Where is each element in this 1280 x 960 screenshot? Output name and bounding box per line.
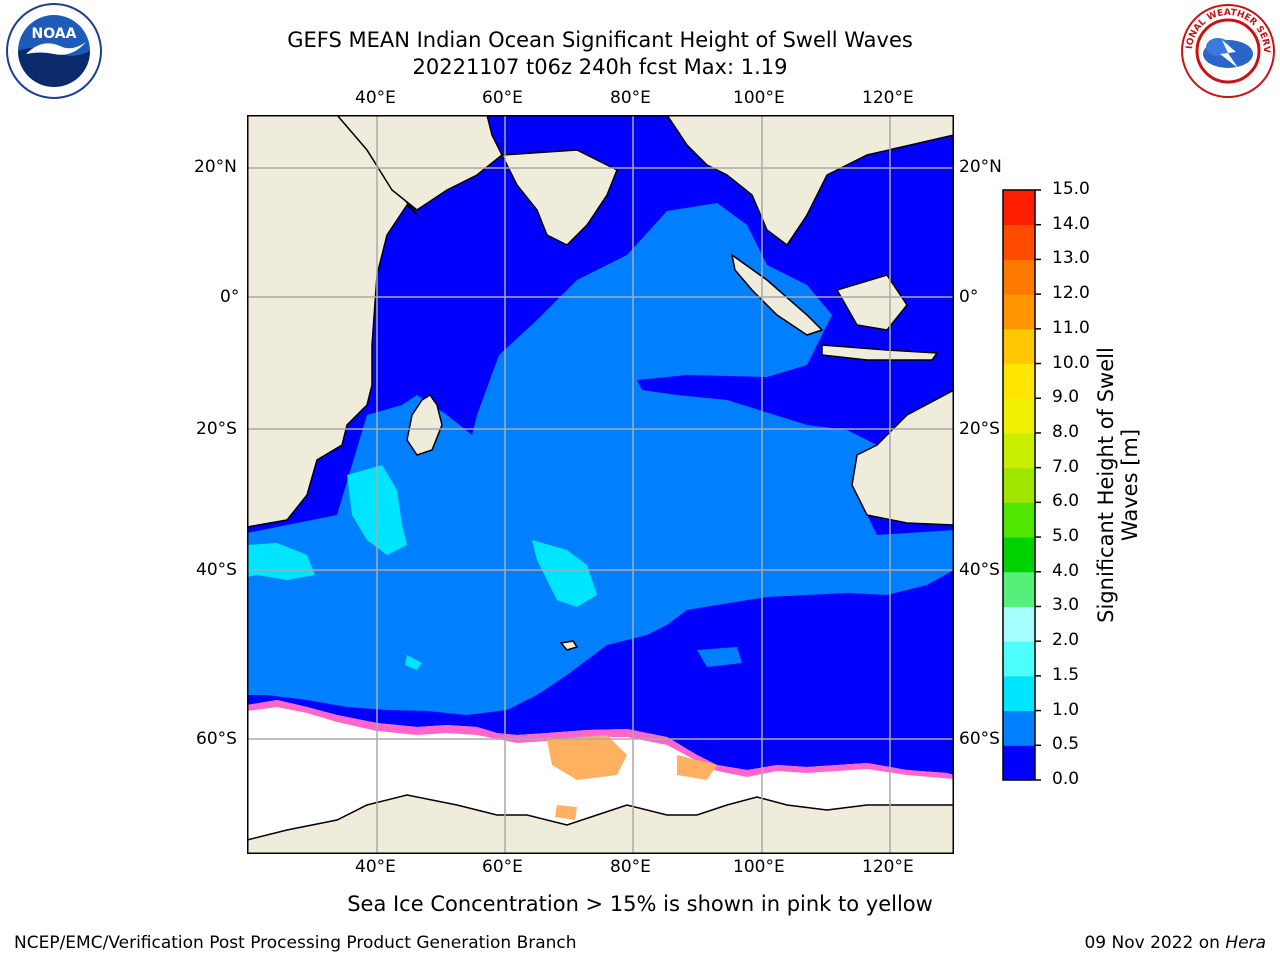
colorbar-band-6 bbox=[1003, 537, 1035, 573]
lon-label-top-40e: 40°E bbox=[355, 88, 396, 108]
lat-label-left-40s: 40°S bbox=[196, 560, 237, 580]
colorbar-tick-label: 8.0 bbox=[1052, 421, 1080, 442]
colorbar-tick-label: 9.0 bbox=[1052, 387, 1080, 408]
colorbar-tick-label: 4.0 bbox=[1052, 560, 1080, 581]
colorbar-tick-label: 1.5 bbox=[1052, 664, 1080, 685]
lat-label-left-60s: 60°S bbox=[196, 729, 237, 749]
colorbar-band-14 bbox=[1003, 259, 1035, 295]
colorbar-band-0 bbox=[1003, 745, 1035, 781]
colorbar-tick-label: 3.0 bbox=[1052, 595, 1080, 616]
nws-logo: NATIONAL WEATHER SERVICE bbox=[1178, 2, 1275, 98]
sea-ice-edge bbox=[247, 700, 954, 779]
sea-ice-thick-patches bbox=[547, 735, 717, 820]
colorbar-band-12 bbox=[1003, 328, 1035, 365]
colorbar-band-1 bbox=[1003, 710, 1035, 746]
lat-label-left-20s: 20°S bbox=[196, 419, 237, 439]
colorbar-band-4 bbox=[1003, 606, 1035, 642]
colorbar-tick-label: 14.0 bbox=[1052, 213, 1090, 234]
colorbar-band-15 bbox=[1003, 224, 1035, 260]
colorbar-tick-label: 15.0 bbox=[1052, 179, 1090, 199]
colorbar-tick-label: 2.0 bbox=[1052, 630, 1080, 651]
lon-label-top-80e: 80°E bbox=[610, 88, 651, 108]
sea-ice-note: Sea Ice Concentration > 15% is shown in … bbox=[347, 892, 933, 916]
colorbar-band-11 bbox=[1003, 363, 1035, 399]
chart-title: GEFS MEAN Indian Ocean Significant Heigh… bbox=[287, 28, 913, 52]
colorbar-tick-label: 1.0 bbox=[1052, 699, 1080, 720]
colorbar-band-5 bbox=[1003, 571, 1035, 607]
colorbar-tick-label: 10.0 bbox=[1052, 352, 1090, 373]
lon-label-top-100e: 100°E bbox=[733, 88, 785, 108]
colorbar-tick-label: 11.0 bbox=[1052, 317, 1090, 338]
chart-subtitle: 20221107 t06z 240h fcst Max: 1.19 bbox=[412, 55, 788, 79]
noaa-logo: NOAA bbox=[6, 3, 102, 99]
colorbar-band-2 bbox=[1003, 675, 1035, 712]
swell-0.5-1.0-region bbox=[247, 203, 954, 715]
lat-label-left-0: 0° bbox=[220, 287, 240, 307]
lon-label-bottom-80e: 80°E bbox=[610, 857, 651, 877]
lon-label-top-120e: 120°E bbox=[862, 88, 914, 108]
map-frame bbox=[247, 115, 954, 854]
colorbar-tick-label: 6.0 bbox=[1052, 491, 1080, 512]
colorbar-band-9 bbox=[1003, 432, 1035, 469]
lat-label-left-20n: 20°N bbox=[194, 157, 237, 177]
colorbar-label: Significant Height of Swell Waves [m] bbox=[1094, 347, 1142, 623]
footer-host: Hera bbox=[1225, 933, 1266, 953]
colorbar-tick-label: 5.0 bbox=[1052, 526, 1080, 547]
lon-label-top-60e: 60°E bbox=[482, 88, 523, 108]
lon-label-bottom-100e: 100°E bbox=[733, 857, 785, 877]
colorbar-tick-label: 13.0 bbox=[1052, 248, 1090, 269]
noaa-logo-text: NOAA bbox=[32, 26, 77, 42]
lon-label-bottom-40e: 40°E bbox=[355, 857, 396, 877]
land-masses bbox=[247, 115, 954, 854]
footer-date-text: 09 Nov 2022 on bbox=[1084, 933, 1226, 953]
colorbar-tick-label: 0.5 bbox=[1052, 734, 1080, 755]
colorbar-frame bbox=[1002, 189, 1036, 781]
colorbar bbox=[1002, 189, 1041, 781]
gridlines bbox=[247, 115, 954, 854]
lat-label-right-20n: 20°N bbox=[959, 157, 1002, 177]
colorbar-band-16 bbox=[1003, 190, 1035, 226]
colorbar-band-13 bbox=[1003, 294, 1035, 330]
map bbox=[247, 115, 954, 854]
colorbar-tick-label: 0.0 bbox=[1052, 769, 1080, 789]
colorbar-band-7 bbox=[1003, 502, 1035, 538]
lat-label-right-60s: 60°S bbox=[959, 729, 1000, 749]
lon-label-bottom-120e: 120°E bbox=[862, 857, 914, 877]
lat-label-right-0: 0° bbox=[959, 287, 979, 307]
footer-credit: NCEP/EMC/Verification Post Processing Pr… bbox=[14, 933, 577, 953]
colorbar-band-8 bbox=[1003, 467, 1035, 503]
footer-date: 09 Nov 2022 on Hera bbox=[1084, 933, 1266, 953]
colorbar-band-3 bbox=[1003, 641, 1035, 677]
colorbar-band-10 bbox=[1003, 398, 1035, 434]
lon-label-bottom-60e: 60°E bbox=[482, 857, 523, 877]
colorbar-tick-label: 12.0 bbox=[1052, 283, 1090, 304]
colorbar-tick-label: 7.0 bbox=[1052, 456, 1080, 477]
lat-label-right-20s: 20°S bbox=[959, 419, 1000, 439]
lat-label-right-40s: 40°S bbox=[959, 560, 1000, 580]
